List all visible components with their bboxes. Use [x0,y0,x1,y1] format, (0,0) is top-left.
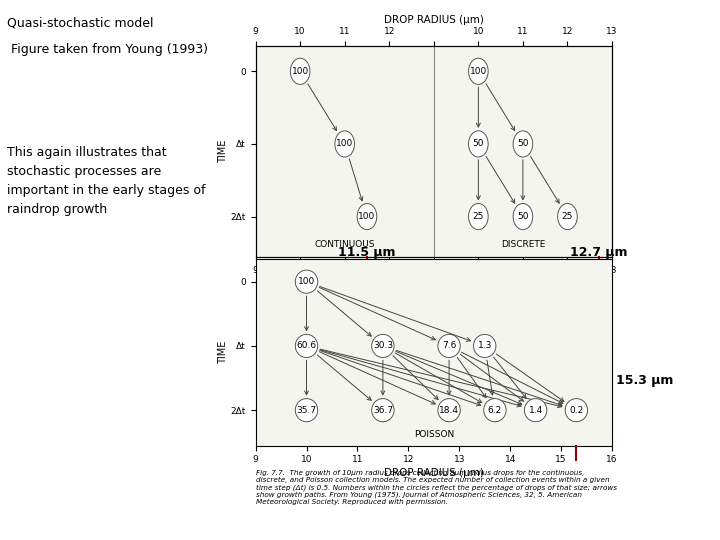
Text: 12.7 μm: 12.7 μm [570,246,627,259]
Ellipse shape [295,270,318,293]
Text: This again illustrates that
stochastic processes are
important in the early stag: This again illustrates that stochastic p… [7,146,206,216]
Ellipse shape [469,131,488,157]
Text: 11.5 μm: 11.5 μm [338,246,396,259]
Text: 15.3 μm: 15.3 μm [616,374,673,387]
Text: 100: 100 [292,67,309,76]
Ellipse shape [295,399,318,422]
Text: Quasi-stochastic model: Quasi-stochastic model [7,16,153,29]
Ellipse shape [290,58,310,84]
Text: 50: 50 [472,139,484,148]
Ellipse shape [438,334,460,357]
Text: 25: 25 [562,212,573,221]
Ellipse shape [469,58,488,84]
Ellipse shape [372,399,394,422]
Text: Fig. 7.7.  The growth of 10μm radius drops collecting 8μm radius drops for the c: Fig. 7.7. The growth of 10μm radius drop… [256,470,616,505]
Text: 25: 25 [472,212,484,221]
X-axis label: DROP RADIUS (μm): DROP RADIUS (μm) [384,15,484,25]
Text: 0.2: 0.2 [570,406,583,415]
Text: 1.3: 1.3 [477,341,492,350]
Text: DISCRETE: DISCRETE [500,240,545,249]
Text: Figure taken from Young (1993): Figure taken from Young (1993) [7,43,208,56]
Ellipse shape [469,204,488,230]
Ellipse shape [372,334,394,357]
Text: 60.6: 60.6 [297,341,317,350]
Text: 100: 100 [298,277,315,286]
Text: 100: 100 [336,139,354,148]
Text: 100: 100 [469,67,487,76]
X-axis label: DROP RADIUS (μm): DROP RADIUS (μm) [384,468,484,478]
Ellipse shape [484,399,506,422]
Text: 50: 50 [517,139,528,148]
Ellipse shape [357,204,377,230]
Text: 36.7: 36.7 [373,406,393,415]
Text: 50: 50 [517,212,528,221]
Y-axis label: TIME: TIME [217,139,228,163]
Ellipse shape [474,334,496,357]
Ellipse shape [565,399,588,422]
Ellipse shape [513,131,533,157]
Text: 100: 100 [359,212,376,221]
Text: 18.4: 18.4 [439,406,459,415]
Ellipse shape [558,204,577,230]
Ellipse shape [335,131,354,157]
Ellipse shape [295,334,318,357]
Text: 6.2: 6.2 [487,406,502,415]
Ellipse shape [438,399,460,422]
Text: 30.3: 30.3 [373,341,393,350]
Y-axis label: TIME: TIME [217,341,228,364]
Text: 35.7: 35.7 [297,406,317,415]
Ellipse shape [513,204,533,230]
Text: 7.6: 7.6 [442,341,456,350]
Ellipse shape [524,399,546,422]
Text: POISSON: POISSON [414,430,454,439]
Text: 1.4: 1.4 [528,406,543,415]
Text: CONTINUOUS: CONTINUOUS [315,240,375,249]
